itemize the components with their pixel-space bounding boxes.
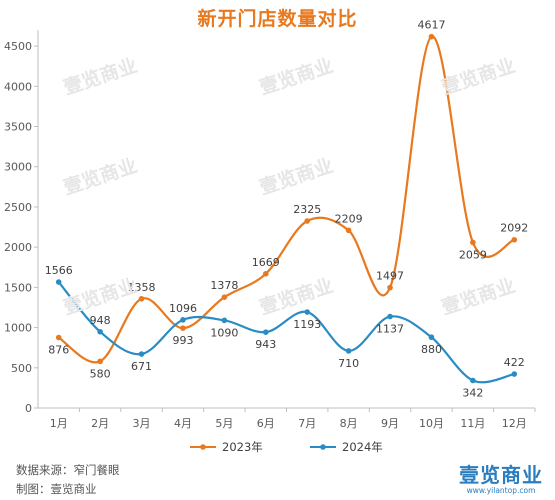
series-2-data-label: 1090 xyxy=(210,326,238,339)
chart-credit: 制图：壹览商业 xyxy=(16,482,97,496)
y-tick-label: 1500 xyxy=(4,281,32,294)
series-2-data-label: 948 xyxy=(90,314,111,327)
y-tick-label: 1000 xyxy=(4,322,32,335)
y-tick-label: 2500 xyxy=(4,201,32,214)
y-tick-label: 0 xyxy=(25,402,32,415)
series-2-data-label: 1096 xyxy=(169,302,197,315)
series-2-point xyxy=(470,377,476,384)
series-1-point xyxy=(470,239,476,246)
series-2-point xyxy=(97,328,103,335)
series-2-data-label: 710 xyxy=(338,357,359,370)
series-1-data-label: 1669 xyxy=(252,256,280,269)
series-2-point xyxy=(387,313,393,320)
series-1-data-label: 4617 xyxy=(417,19,445,32)
x-tick-label: 8月 xyxy=(340,417,358,430)
series-2-data-label: 1137 xyxy=(376,323,404,336)
x-tick-label: 12月 xyxy=(502,417,527,430)
x-tick-label: 10月 xyxy=(419,417,444,430)
series-1-data-label: 2092 xyxy=(500,222,528,235)
series-2-point xyxy=(180,317,186,323)
series-2-point xyxy=(55,279,62,285)
series-1-data-label: 2209 xyxy=(335,212,363,225)
series-2-line xyxy=(57,281,515,384)
series-1-data-label: 580 xyxy=(90,367,111,380)
series-1-data-label: 1497 xyxy=(376,270,404,283)
series-2-data-label: 671 xyxy=(131,360,152,373)
brand-logo-text: 壹览商业 xyxy=(459,463,543,487)
series-1-data-label: 2325 xyxy=(293,203,321,216)
series-2-data-label: 422 xyxy=(504,356,525,369)
y-tick-label: 4500 xyxy=(4,40,32,53)
data-source: 数据来源：窄门餐眼 xyxy=(16,463,120,477)
series-2-data-label: 342 xyxy=(462,386,483,399)
legend-marker xyxy=(320,444,326,450)
series-2-point xyxy=(511,371,518,377)
series-1-point xyxy=(304,218,311,224)
series-2-point xyxy=(304,309,311,315)
x-tick-label: 1月 xyxy=(50,417,68,430)
series-1-point xyxy=(221,294,228,300)
series-1-point xyxy=(345,227,352,234)
series-1-data-label: 993 xyxy=(172,334,193,347)
legend-label: 2024年 xyxy=(342,440,383,454)
series-1-data-label: 1378 xyxy=(210,279,238,292)
brand-logo: 壹览商业 www.yilantop.com xyxy=(459,459,543,495)
y-tick-label: 4000 xyxy=(4,80,32,93)
y-tick-label: 2000 xyxy=(4,241,32,254)
series-1-point xyxy=(511,236,518,243)
series-1-data-label: 876 xyxy=(48,344,69,357)
series-2-point xyxy=(221,317,228,324)
series-2-data-label: 943 xyxy=(255,338,276,351)
brand-url: www.yilantop.com xyxy=(466,486,536,495)
legend-marker xyxy=(200,444,206,450)
series-1-point xyxy=(55,334,62,341)
series-1-line xyxy=(58,35,515,364)
x-tick-label: 11月 xyxy=(460,417,485,430)
series-1-point xyxy=(387,284,393,291)
y-tick-label: 3000 xyxy=(4,161,32,174)
series-1-point xyxy=(428,33,435,40)
y-tick-label: 3500 xyxy=(4,121,32,134)
x-tick-label: 3月 xyxy=(133,417,151,430)
series-2-data-label: 1193 xyxy=(293,318,321,331)
y-tick-label: 500 xyxy=(11,362,32,375)
x-tick-label: 6月 xyxy=(257,417,275,430)
series-1-data-label: 1358 xyxy=(128,281,156,294)
series-1-point xyxy=(180,325,186,331)
series-2-data-label: 1566 xyxy=(45,264,73,277)
series-2-point xyxy=(262,329,269,335)
series-2-data-label: 880 xyxy=(421,343,442,356)
series-1-point xyxy=(138,295,145,302)
series-2-point xyxy=(138,351,145,357)
x-tick-label: 5月 xyxy=(215,417,233,430)
series-1-point xyxy=(97,358,103,365)
x-tick-label: 9月 xyxy=(381,417,399,430)
x-tick-label: 2月 xyxy=(91,417,109,430)
series-2-point xyxy=(428,334,435,341)
x-tick-label: 4月 xyxy=(174,417,192,430)
x-tick-label: 7月 xyxy=(298,417,316,430)
legend-label: 2023年 xyxy=(222,440,263,454)
series-2-point xyxy=(345,348,352,354)
series-1-data-label: 2059 xyxy=(459,248,487,261)
chart-title: 新开门店数量对比 xyxy=(197,8,358,30)
series-1-point xyxy=(262,270,269,277)
